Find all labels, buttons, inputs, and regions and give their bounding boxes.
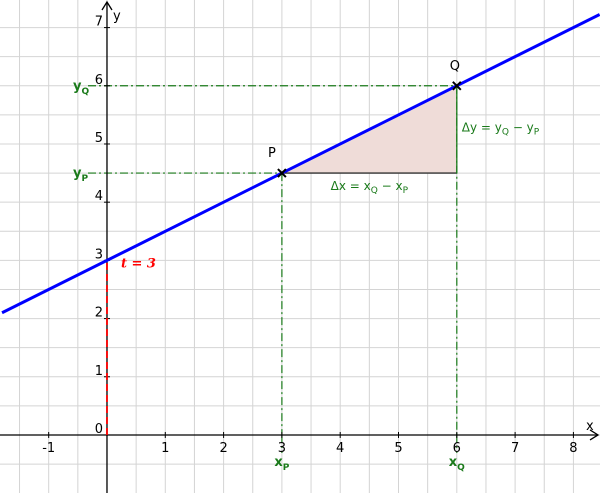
point-marker [277,168,287,178]
label-main: x [274,455,283,470]
x-tick-label: 5 [394,441,402,456]
x-tick-label: 2 [219,441,227,456]
delta-y-label: Δy = yQ − yP [462,120,540,137]
label-sub: Q [371,186,378,196]
point-marker [452,81,462,91]
label-sub: P [403,186,409,196]
label-sub: Q [457,463,465,473]
x-marker-label: xP [274,455,289,473]
delta-x-label: Δx = xQ − xP [331,179,409,196]
x-tick-label: -1 [42,441,55,456]
point-label: Q [450,59,460,74]
x-axis-label: x [586,419,594,434]
label-main: y [73,79,82,94]
y-tick-label: 3 [95,247,103,262]
x-tick-label: 3 [278,441,286,456]
label-main: Δx = x [331,179,371,193]
label-main: x [449,455,458,470]
y-tick-label: 7 [95,15,103,30]
label-main: y [73,166,82,181]
y-tick-label: 2 [95,306,103,321]
x-marker-label: xQ [449,455,465,473]
y-axis-arrow [101,0,113,11]
x-axis-arrow [589,429,600,441]
y-tick-label: 4 [95,189,103,204]
label-main: Δy = y [462,120,502,134]
line [1,13,600,315]
label-sub: P [81,174,88,184]
y-marker-label: yQ [73,79,89,97]
point-label: P [268,146,276,161]
x-tick-label: 6 [453,441,461,456]
x-tick-label: 8 [569,441,577,456]
label-sub: P [534,127,540,137]
label-main: − y [509,120,534,134]
y-tick-label: 0 [95,422,103,437]
x-tick-label: 1 [161,441,169,456]
intercept-label: t = 3 [121,256,156,271]
label-sub: Q [502,127,509,137]
label-sub: P [283,463,290,473]
y-tick-label: 5 [95,131,103,146]
label-sub: Q [81,87,89,97]
label-main: − x [378,179,403,193]
x-tick-label: 7 [511,441,519,456]
x-tick-label: 4 [336,441,344,456]
y-tick-label: 1 [95,364,103,379]
y-axis-label: y [113,9,121,24]
y-tick-label: 6 [95,73,103,88]
y-marker-label: yP [73,166,88,184]
